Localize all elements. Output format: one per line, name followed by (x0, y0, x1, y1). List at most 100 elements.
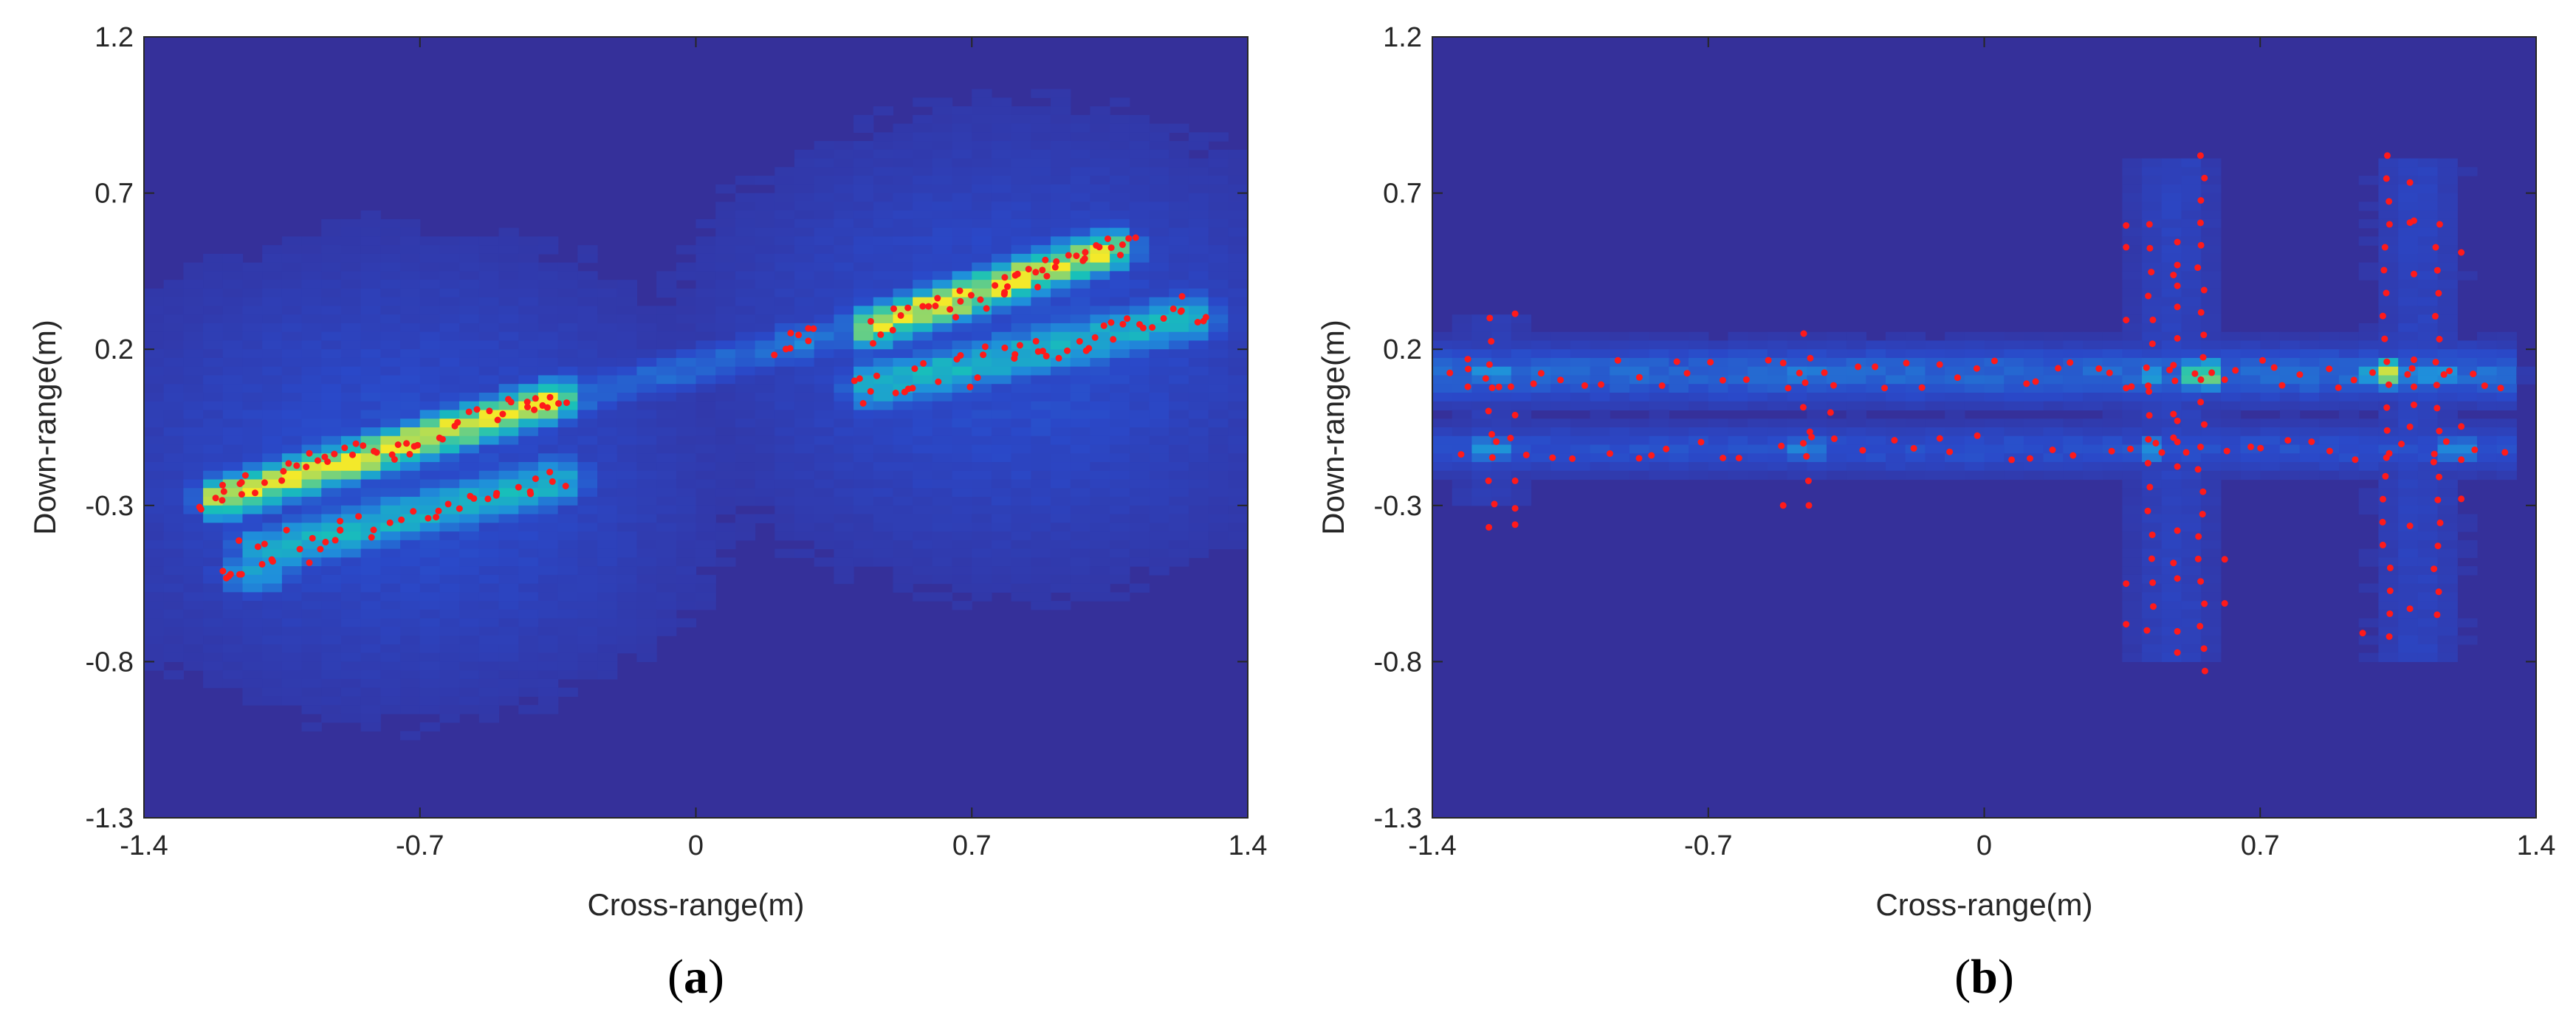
heat-cell (301, 566, 322, 576)
heat-cell (972, 583, 992, 593)
scatter-point (1799, 404, 1807, 411)
heat-cell (2082, 453, 2103, 463)
heat-cell (1031, 114, 1051, 125)
heat-cell (203, 357, 224, 368)
heat-cell (242, 297, 263, 307)
scatter-point (337, 517, 344, 525)
heat-cell (2398, 505, 2419, 515)
heat-cell (2319, 470, 2340, 480)
heat-cell (2378, 167, 2399, 176)
heat-cell (2457, 357, 2478, 368)
heat-cell (2437, 202, 2458, 211)
heat-cell (2476, 427, 2498, 437)
heat-cell (498, 687, 519, 698)
heat-cell (932, 202, 953, 211)
heat-cell (183, 262, 204, 272)
heat-cell (203, 462, 224, 472)
heat-cell (360, 479, 381, 489)
scatter-point (1486, 523, 1493, 531)
heat-cell (1432, 444, 1453, 454)
heat-cell (478, 661, 500, 671)
heat-cell (1452, 488, 1472, 497)
heat-cell (814, 193, 834, 202)
heat-cell (1669, 331, 1689, 342)
heat-cell (419, 609, 441, 619)
heat-cell (419, 523, 441, 532)
heat-cell (2161, 253, 2182, 264)
heat-cell (183, 349, 204, 359)
heat-cell (972, 357, 992, 368)
heat-cell (1110, 574, 1130, 585)
heat-cell (478, 618, 500, 627)
heat-cell (340, 427, 362, 437)
heat-cell (1090, 306, 1110, 315)
scatter-point (398, 516, 405, 523)
heat-cell (636, 601, 657, 610)
heat-cell (163, 392, 184, 402)
heat-cell (439, 366, 460, 376)
heat-cell (1471, 384, 1492, 393)
heat-cell (439, 678, 460, 689)
heat-cell (2142, 167, 2163, 176)
heat-cell (1550, 418, 1571, 428)
heat-cell (1846, 453, 1866, 463)
heat-cell (380, 557, 401, 567)
heat-cell (577, 314, 598, 324)
heat-cell (913, 392, 933, 402)
scatter-point (1855, 363, 1862, 371)
heat-cell (518, 601, 539, 610)
heat-cell (656, 557, 677, 567)
heat-cell (755, 418, 775, 428)
heat-cell (2398, 557, 2419, 567)
heat-cell (1110, 132, 1130, 142)
heat-cell (577, 592, 598, 602)
heat-cell (419, 331, 441, 342)
heat-cell (2437, 540, 2458, 550)
heat-cell (498, 627, 519, 636)
heat-cell (1188, 132, 1209, 142)
heat-cell (281, 687, 303, 698)
heat-cell (913, 210, 933, 220)
heat-cell (1011, 401, 1031, 411)
scatter-point (1100, 322, 1107, 329)
heat-cell (242, 636, 263, 645)
heat-cell (1610, 401, 1630, 411)
heat-cell (262, 427, 283, 437)
heat-cell (400, 731, 421, 740)
heat-cell (814, 210, 834, 220)
heat-cell (2201, 574, 2222, 585)
heat-cell (1964, 357, 1985, 368)
heat-cell (853, 488, 874, 497)
heat-cell (1228, 418, 1248, 428)
heat-cell (873, 531, 894, 541)
heat-cell (183, 566, 204, 576)
heat-cell (419, 574, 441, 585)
heat-cell (144, 435, 165, 446)
heat-cell (301, 245, 322, 255)
heat-cell (2437, 288, 2458, 298)
scatter-point (2221, 556, 2228, 563)
heat-cell (577, 514, 598, 523)
heat-cell (2378, 375, 2399, 385)
heat-cell (2004, 427, 2024, 437)
heat-cell (242, 531, 263, 541)
caption-b-letter: b (1971, 950, 1998, 1004)
heat-cell (2417, 236, 2439, 246)
heat-cell (913, 540, 933, 550)
heat-cell (2063, 418, 2084, 428)
heat-cell (695, 366, 716, 376)
heat-cell (400, 262, 421, 272)
heat-cell (794, 548, 815, 558)
heat-cell (439, 523, 460, 532)
heat-cell (1031, 132, 1051, 142)
heat-cell (2043, 401, 2064, 411)
heat-cell (814, 357, 834, 368)
heat-cell (873, 288, 894, 298)
heat-cell (814, 349, 834, 359)
heat-cell (222, 297, 244, 307)
heat-cell (577, 297, 598, 307)
heat-cell (1031, 306, 1051, 315)
heat-cell (1110, 297, 1130, 307)
heat-cell (2437, 401, 2458, 411)
heat-cell (695, 470, 716, 480)
